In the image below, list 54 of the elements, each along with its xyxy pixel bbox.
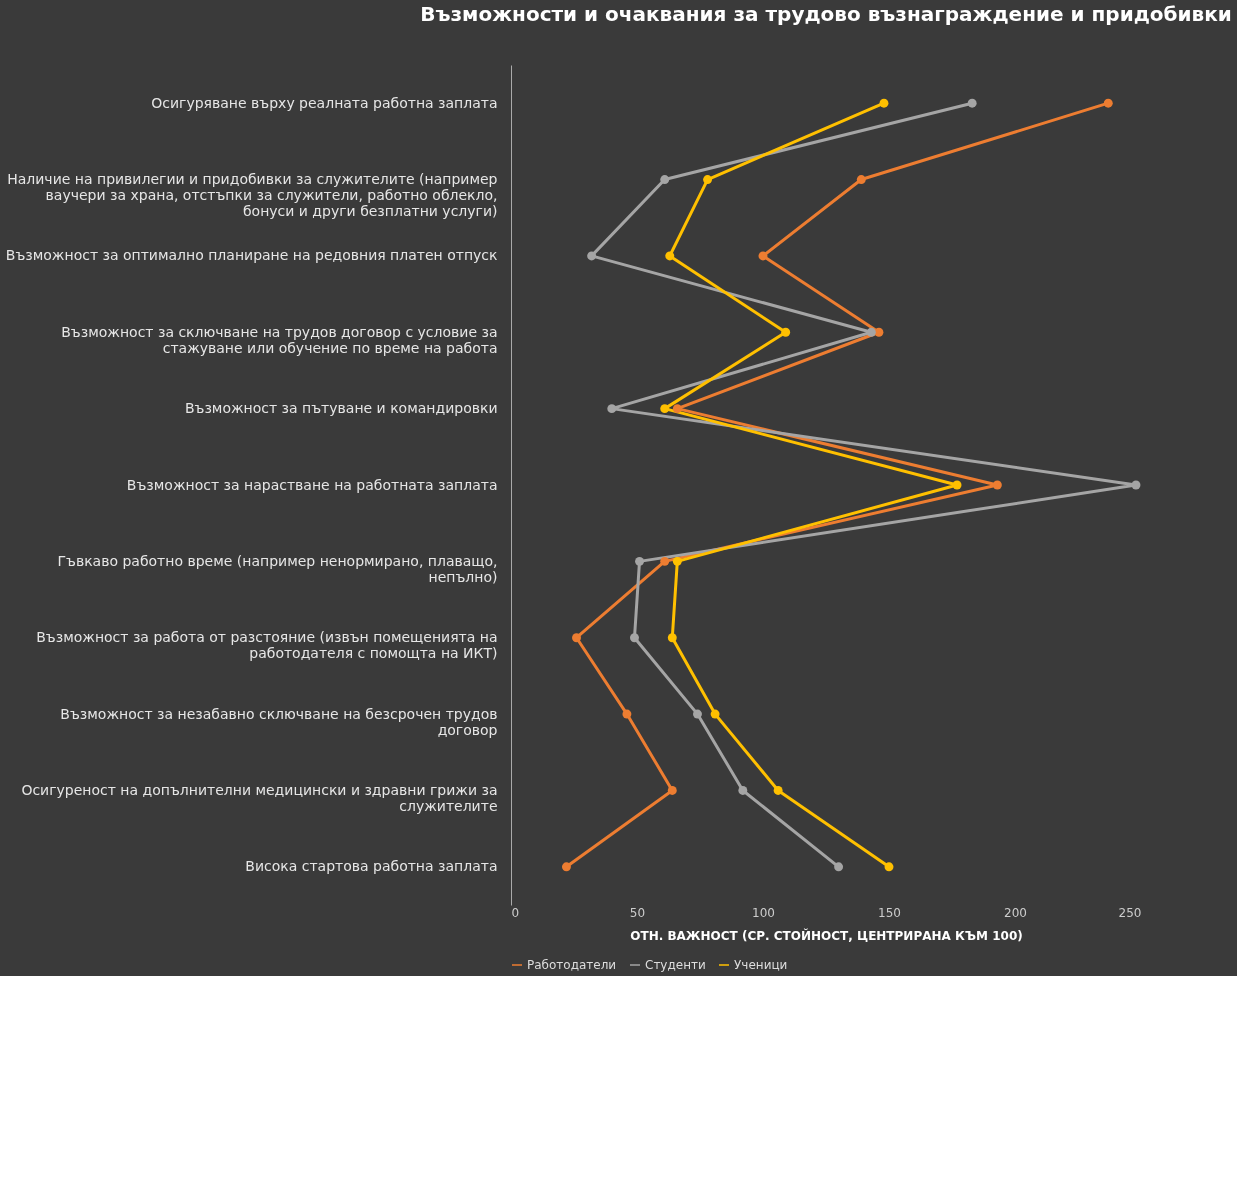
y-tick-label: Възможност за сключване на трудов договор с условие за стажуване или обучение по време на работа bbox=[61, 323, 498, 356]
point bbox=[967, 98, 977, 108]
y-tick-label: Възможност за нарастване на работната заплата bbox=[126, 476, 498, 493]
point bbox=[622, 709, 632, 719]
point bbox=[1131, 480, 1141, 490]
x-tick-label: 50 bbox=[629, 905, 646, 920]
y-tick-label: Гъвкаво работно време (например ненормирано, плаващо, непълно) bbox=[57, 552, 498, 585]
y-tick-label: Възможност за пътуване и командировки bbox=[184, 400, 498, 417]
point bbox=[693, 709, 702, 719]
point bbox=[710, 709, 720, 719]
point bbox=[703, 175, 713, 185]
point bbox=[738, 785, 748, 795]
point bbox=[884, 862, 894, 872]
y-tick-label: Възможност за работа от разстояние (извън помещенията на работодателя с помощта на ИКТ) bbox=[36, 629, 498, 662]
point bbox=[665, 251, 675, 261]
legend-label: Студенти bbox=[645, 958, 706, 972]
y-tick-label: Осигуряване върху реалната работна заплата bbox=[151, 94, 498, 111]
chart-title: Възможности и очаквания за трудово възнаграждение и придобивки bbox=[420, 2, 1232, 26]
y-tick-label: Висока стартова работна заплата bbox=[245, 858, 498, 875]
y-tick-label: Възможност за оптимално планиране на редовния платен отпуск bbox=[5, 247, 498, 264]
point bbox=[834, 862, 844, 872]
point bbox=[781, 327, 791, 337]
x-tick-label: 0 bbox=[511, 905, 520, 920]
y-tick-label: Възможност за незабавно сключване на безсрочен трудов договор bbox=[60, 705, 498, 738]
x-axis-title: ОТН. ВАЖНОСТ (СР. СТОЙНОСТ, ЦЕНТРИРАНА КЪМ 100) bbox=[630, 927, 1023, 943]
x-tick-label: 200 bbox=[1004, 905, 1027, 920]
point bbox=[660, 556, 670, 566]
point bbox=[667, 633, 677, 643]
point bbox=[758, 251, 768, 261]
point bbox=[587, 251, 597, 261]
point bbox=[866, 327, 876, 337]
point bbox=[561, 862, 571, 872]
x-tick-label: 100 bbox=[752, 905, 775, 920]
point bbox=[630, 633, 639, 643]
legend-label: Ученици bbox=[734, 958, 788, 972]
point bbox=[672, 404, 682, 414]
point bbox=[660, 404, 670, 414]
x-tick-label: 150 bbox=[878, 905, 901, 920]
point bbox=[572, 633, 581, 643]
point bbox=[952, 480, 962, 490]
point bbox=[856, 175, 866, 185]
point bbox=[635, 556, 644, 566]
y-tick-label: Наличие на привилегии и придобивки за служителите (например ваучери за храна, отстъпки за служители, работно облекло, бонуси и други безплатни услуги) bbox=[7, 171, 498, 220]
point bbox=[660, 175, 670, 185]
point bbox=[672, 556, 682, 566]
y-tick-label: Осигуреност на допълнителни медицински и здравни грижи за служителите bbox=[21, 781, 498, 814]
point bbox=[992, 480, 1002, 490]
legend-label: Работодатели bbox=[527, 958, 617, 972]
point bbox=[607, 404, 617, 414]
point bbox=[879, 98, 889, 108]
point bbox=[667, 785, 677, 795]
x-tick-label: 250 bbox=[1118, 905, 1142, 920]
point bbox=[1103, 98, 1113, 108]
point bbox=[773, 785, 783, 795]
